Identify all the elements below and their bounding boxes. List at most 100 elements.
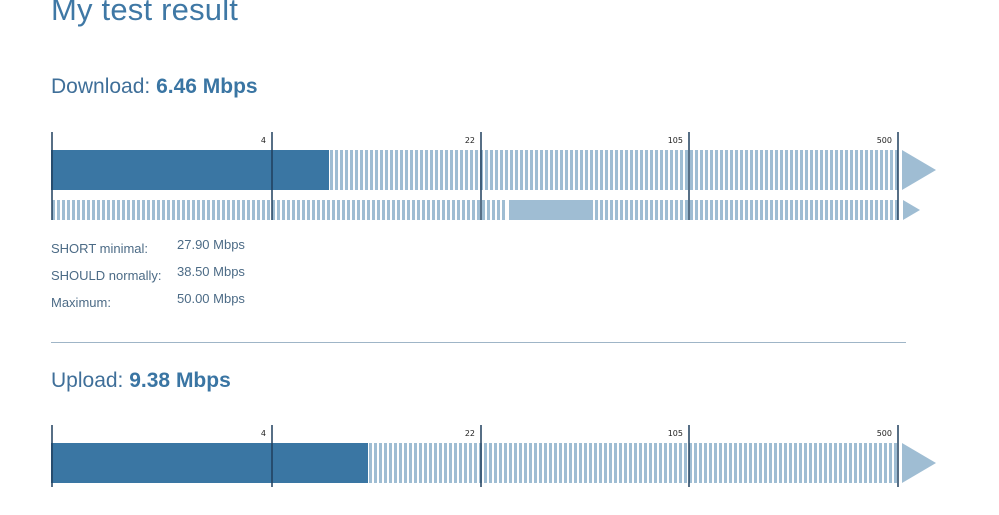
track-stripe: [795, 150, 798, 190]
track-stripe: [529, 443, 532, 483]
reference-band: [509, 200, 591, 220]
reference-stripe: [257, 200, 260, 220]
track-stripe: [734, 443, 737, 483]
track-stripe: [599, 443, 602, 483]
reference-stripe: [492, 200, 495, 220]
reference-stripe: [222, 200, 225, 220]
track-stripe: [445, 150, 448, 190]
track-stripe: [714, 443, 717, 483]
track-stripe: [374, 443, 377, 483]
reference-stripe: [502, 200, 505, 220]
download-stats: SHORT minimal: 27.90 Mbps SHOULD normall…: [51, 236, 451, 317]
track-stripe: [880, 150, 883, 190]
track-stripe: [494, 443, 497, 483]
reference-stripe: [447, 200, 450, 220]
reference-stripe: [282, 200, 285, 220]
track-stripe: [545, 150, 548, 190]
track-stripe: [624, 443, 627, 483]
track-stripe: [645, 150, 648, 190]
track-stripe: [434, 443, 437, 483]
track-stripe: [590, 150, 593, 190]
track-stripe: [430, 150, 433, 190]
track-stripe: [565, 150, 568, 190]
track-stripe: [509, 443, 512, 483]
reference-stripe: [307, 200, 310, 220]
reference-stripe: [750, 200, 753, 220]
track-stripe: [665, 150, 668, 190]
track-stripe: [635, 150, 638, 190]
track-stripe: [829, 443, 832, 483]
track-stripe: [805, 150, 808, 190]
reference-stripe: [860, 200, 863, 220]
reference-stripe: [347, 200, 350, 220]
track-stripe: [700, 150, 703, 190]
track-stripe: [594, 443, 597, 483]
reference-stripe: [277, 200, 280, 220]
track-stripe: [689, 443, 692, 483]
scale-tick-label: 4: [261, 429, 266, 438]
reference-stripe: [142, 200, 145, 220]
track-stripe: [559, 443, 562, 483]
track-stripe: [514, 443, 517, 483]
reference-stripe: [630, 200, 633, 220]
track-stripe: [350, 150, 353, 190]
reference-stripe: [322, 200, 325, 220]
track-stripe: [470, 150, 473, 190]
reference-stripe: [790, 200, 793, 220]
reference-stripe: [152, 200, 155, 220]
track-stripe: [360, 150, 363, 190]
track-stripe: [370, 150, 373, 190]
reference-stripe: [352, 200, 355, 220]
track-stripe: [775, 150, 778, 190]
track-stripe: [475, 150, 478, 190]
track-stripe: [824, 443, 827, 483]
track-stripe: [429, 443, 432, 483]
track-stripe: [610, 150, 613, 190]
track-stripe: [670, 150, 673, 190]
track-stripe: [849, 443, 852, 483]
track-stripe: [439, 443, 442, 483]
track-stripe: [544, 443, 547, 483]
reference-stripe: [800, 200, 803, 220]
track-stripe: [684, 443, 687, 483]
track-stripe: [495, 150, 498, 190]
track-stripe: [399, 443, 402, 483]
track-stripe: [534, 443, 537, 483]
track-stripe: [530, 150, 533, 190]
track-stripe: [654, 443, 657, 483]
track-stripe: [569, 443, 572, 483]
reference-stripe: [287, 200, 290, 220]
reference-stripe: [610, 200, 613, 220]
track-stripe: [874, 443, 877, 483]
track-stripe: [724, 443, 727, 483]
track-stripe: [879, 443, 882, 483]
track-stripe: [649, 443, 652, 483]
track-stripe: [809, 443, 812, 483]
reference-stripe: [422, 200, 425, 220]
track-stripe: [404, 443, 407, 483]
reference-stripe: [87, 200, 90, 220]
reference-stripe: [247, 200, 250, 220]
reference-stripe: [442, 200, 445, 220]
scale-tick-label: 22: [465, 136, 475, 145]
reference-stripe: [437, 200, 440, 220]
reference-stripe: [810, 200, 813, 220]
track-stripe: [490, 150, 493, 190]
track-stripe: [619, 443, 622, 483]
reference-stripe: [805, 200, 808, 220]
track-stripe: [454, 443, 457, 483]
track-stripe: [550, 150, 553, 190]
track-stripe: [754, 443, 757, 483]
track-stripe: [615, 150, 618, 190]
track-stripe: [340, 150, 343, 190]
track-stripe: [679, 443, 682, 483]
reference-stripe: [780, 200, 783, 220]
reference-stripe: [715, 200, 718, 220]
track-stripe: [869, 443, 872, 483]
track-stripe: [634, 443, 637, 483]
track-stripe: [394, 443, 397, 483]
reference-stripe: [467, 200, 470, 220]
track-stripe: [489, 443, 492, 483]
track-stripe: [425, 150, 428, 190]
reference-stripe: [705, 200, 708, 220]
